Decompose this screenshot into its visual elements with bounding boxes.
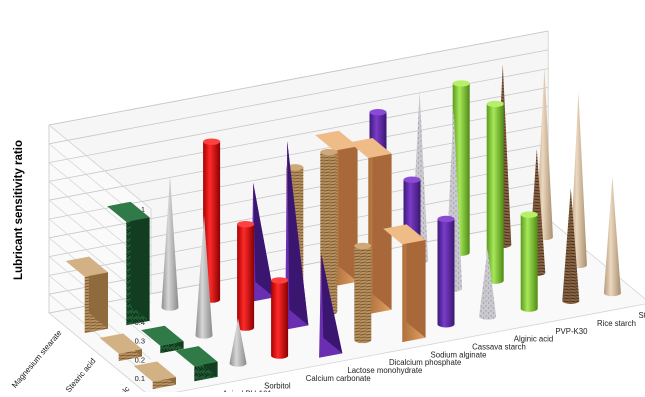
mark-sorbitol-0 — [161, 175, 179, 311]
mark-cassava-starch-2 — [437, 215, 455, 328]
gridline-side — [48, 124, 152, 210]
mark-avicel-ph-101-2 — [175, 346, 218, 382]
mark-sodium-alginate-2 — [383, 224, 426, 343]
y-axis-title: Lubricant sensitivity ratio — [13, 140, 25, 280]
mark-avicel-ph-101-0 — [107, 201, 150, 326]
mark-alginic-acid-2 — [479, 248, 497, 320]
gridline-side — [48, 293, 152, 379]
gridline — [48, 30, 549, 126]
mark-calcium-carbonate-0 — [203, 138, 221, 303]
x-tick-label: Dicalcium phosphate — [389, 358, 461, 367]
mark-corn-starch-2 — [133, 361, 176, 390]
y-tick-label: 1 — [141, 205, 145, 214]
x-tick-label: Calcium carbonate — [306, 374, 371, 383]
mark-lactose-monohydrate-0 — [251, 182, 275, 302]
y-tick-label: 0.3 — [135, 337, 145, 346]
mark-corn-starch-0 — [65, 256, 108, 334]
gridline — [48, 49, 549, 145]
mark-lactose-monohydrate-1 — [285, 141, 309, 330]
mark-lactose-monohydrate-2 — [319, 253, 343, 358]
x-tick-label: Rice starch — [597, 319, 636, 328]
mark-sodium-alginate-0 — [315, 130, 358, 287]
x-tick-label: Sodium alginate — [431, 350, 487, 359]
mark-sorbitol-1 — [195, 215, 213, 339]
mark-calcium-carbonate-2 — [271, 277, 289, 359]
series-label: Stearic acid — [64, 357, 98, 392]
mark-pvp-k30-2 — [520, 211, 538, 312]
x-tick-label: Alginic acid — [514, 335, 553, 344]
x-tick-label: PVP-K30 — [555, 327, 588, 336]
chart-marks — [65, 64, 621, 390]
mark-starch-1500-1 — [569, 91, 587, 269]
x-tick-label: Sorbitol — [264, 382, 291, 391]
mark-calcium-carbonate-1 — [237, 220, 255, 331]
y-tick-label: 0.1 — [135, 374, 145, 383]
mark-sorbitol-2 — [229, 318, 247, 367]
series-label: Magnesium stearate — [10, 328, 64, 390]
mark-pvp-k30-1 — [486, 100, 504, 284]
x-tick-label: Starch 1500 — [639, 311, 645, 320]
mark-rice-starch-2 — [562, 187, 580, 304]
mark-dicalcium-phosphate-2 — [354, 242, 372, 344]
mark-sodium-alginate-1 — [349, 138, 392, 315]
x-tick-label: Lactose monohydrate — [347, 366, 422, 375]
y-tick-label: 0.2 — [135, 355, 145, 364]
mark-avicel-ph-101-1 — [141, 325, 184, 354]
mark-starch-1500-2 — [603, 176, 621, 297]
series-label: Talc — [115, 385, 131, 392]
x-tick-label: Cassava starch — [472, 342, 526, 351]
mark-corn-starch-1 — [99, 333, 142, 362]
gridline-side — [48, 312, 152, 397]
mark-starch-1500-0 — [535, 67, 553, 241]
